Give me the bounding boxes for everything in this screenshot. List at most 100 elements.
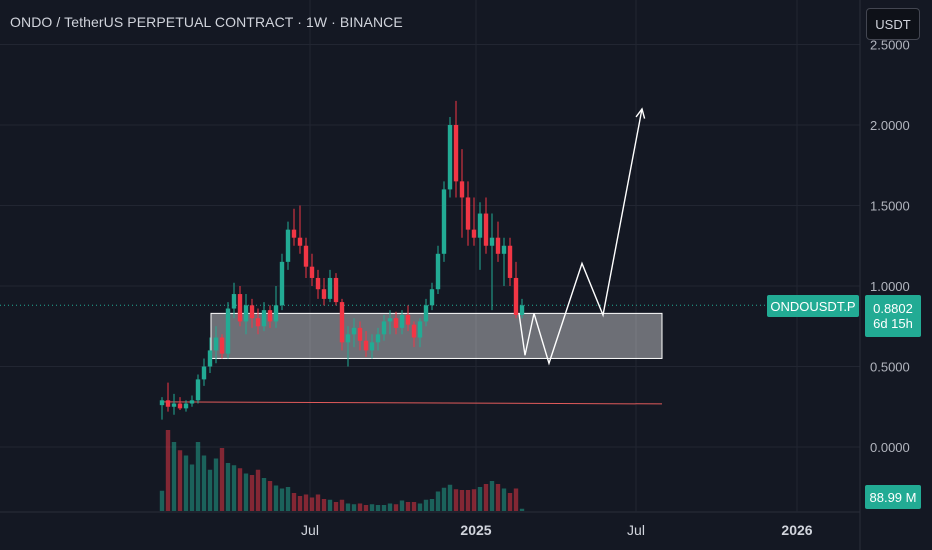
price-tick-label: 2.5000 [870,38,910,53]
volume-bar [459,490,465,511]
candle-body [411,324,417,338]
volume-bar [243,473,249,511]
candle-body [315,277,321,290]
candle-body [477,213,483,238]
candle-body [417,321,423,338]
projection-path [518,108,643,366]
candle-body [267,310,273,322]
volume-bar [489,481,495,511]
volume-bar [369,504,375,511]
candle-body [435,253,441,290]
volume-bar [471,489,477,511]
candle-body [207,350,213,367]
bar-countdown: 6d 15h [873,316,913,331]
support-line [161,401,663,405]
time-axis[interactable]: Jul 2025 Jul 2026 [301,522,813,538]
volume-bar [465,490,471,511]
candle-body [285,229,291,262]
candle-body [237,294,243,322]
grid [0,0,861,550]
volume-bar [447,484,453,511]
candle-body [495,237,501,254]
candle-body [225,308,231,354]
volume-bar [507,493,513,511]
volume-bar [405,502,411,511]
time-tick-label: 2026 [781,522,812,538]
candle-body [465,197,471,230]
candle-body [201,366,207,380]
volume-bar [213,458,219,511]
candle-body [363,340,369,351]
candle-body [453,125,459,182]
support-zone-layer [0,304,860,405]
candle-body [507,245,513,278]
candle-body [321,289,327,299]
time-tick-label: 2025 [460,522,491,538]
candle-body [513,277,519,315]
volume-bar [375,505,381,511]
candle-body [189,400,195,404]
price-tick-label: 0.0000 [870,440,910,455]
volume-bar [495,484,501,511]
volume-bar [231,465,237,511]
support-zone-rectangle [210,312,663,359]
drawings [518,107,646,366]
price-axis[interactable]: 2.5000 2.0000 1.5000 1.0000 0.5000 0.0000 [870,38,910,456]
volume-bar [225,463,231,511]
volume-bar [171,442,177,511]
candle-body [375,334,381,343]
volume-bar [267,481,273,511]
candle-body [483,213,489,246]
chart-title: ONDO / TetherUS PERPETUAL CONTRACT · 1W … [10,14,403,30]
candle-body [519,305,525,315]
volume-bar [261,478,267,511]
candle-body [297,237,303,246]
candle-body [471,229,477,238]
candle-body [447,125,453,190]
volume-bar [315,494,321,511]
volume-bar [453,489,459,511]
candle-body [255,318,261,327]
arrow-head [635,107,646,119]
candles [159,100,525,420]
candle-body [345,334,351,343]
candle-body [429,289,435,306]
time-tick-label: Jul [627,522,645,538]
volume-bar [291,493,297,511]
candle-body [405,314,411,325]
candle-body [261,310,267,327]
candle-body [279,261,285,306]
volume-bar [237,468,243,511]
candle-body [243,305,249,322]
volume-bar [333,502,339,511]
volume-bar [207,469,213,511]
currency-button[interactable]: USDT [866,8,920,40]
candle-body [339,302,345,343]
volume-bar [249,475,255,511]
candle-body [393,318,399,328]
volume-bar [201,455,207,511]
volume-bar [273,485,279,511]
candle-body [171,403,177,407]
volume-bar [423,499,429,511]
volume-bar [309,497,315,511]
candle-body [213,337,219,351]
last-price-value: 0.8802 [873,301,913,316]
candle-body [231,294,237,309]
volume-bar [297,496,303,511]
volume-bar [195,442,201,511]
volume-bar [513,488,519,511]
volume-bar [351,504,357,511]
time-tick-label: Jul [301,522,319,538]
volume-bar [159,490,165,511]
volume-bar [327,499,333,511]
volume-bar [477,487,483,511]
volume-bar [285,487,291,511]
price-tick-label: 1.5000 [870,199,910,214]
candle-body [327,277,333,299]
symbol-price-label: ONDOUSDT.P [767,295,859,317]
candle-body [399,314,405,328]
volume-label: 88.99 M [865,485,921,509]
